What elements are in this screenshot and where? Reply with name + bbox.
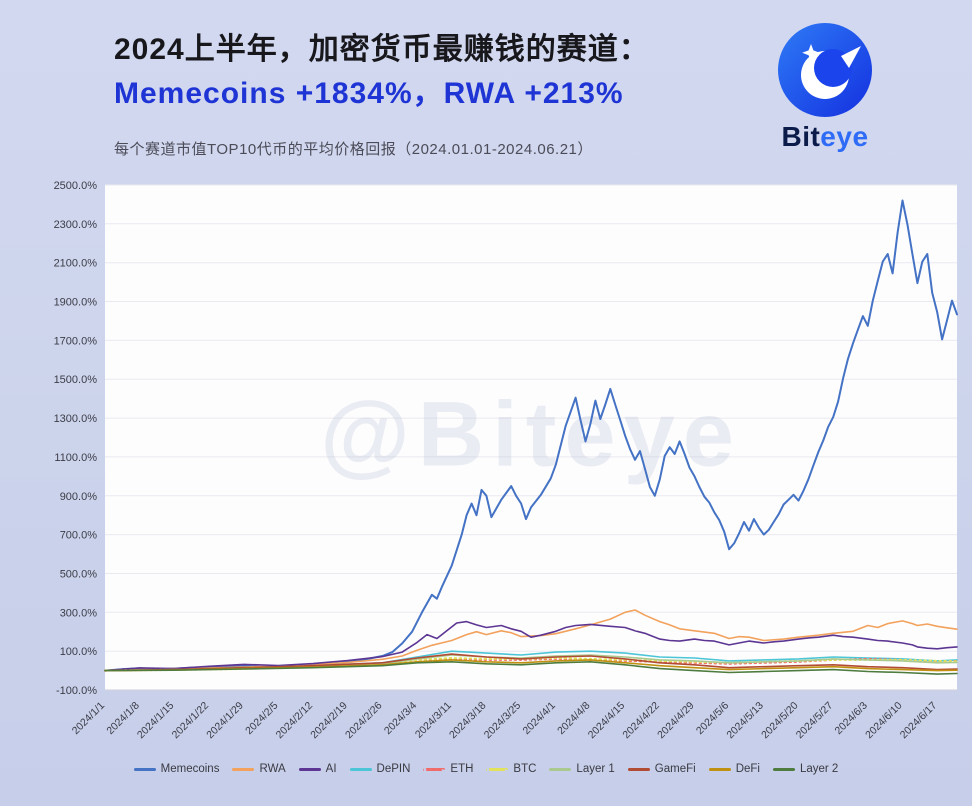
- legend-item-defi: DeFi: [708, 763, 760, 775]
- y-axis-label: 1700.0%: [54, 335, 98, 347]
- legend-label-layer-1: Layer 1: [576, 763, 615, 775]
- watermark: @Biteye: [320, 384, 742, 486]
- legend-label-gamefi: GameFi: [654, 763, 696, 775]
- legend-item-depin: DePIN: [349, 763, 411, 775]
- y-axis-label: 500.0%: [60, 569, 98, 581]
- chart-subtitle: 每个赛道市值TOP10代币的平均价格回报（2024.01.01-2024.06.…: [114, 141, 593, 158]
- legend-item-layer-2: Layer 2: [772, 763, 839, 775]
- legend-label-ai: AI: [325, 763, 337, 775]
- legend-swatch-defi: [708, 767, 731, 771]
- x-axis-label: 2024/1/1: [70, 700, 107, 737]
- series-line-gamefi: [104, 653, 958, 672]
- page-title-line2: Memecoins +1834%，RWA +213%: [114, 77, 624, 110]
- series-line-layer-2: [104, 660, 958, 675]
- legend-swatch-rwa: [232, 767, 255, 771]
- bird-beak-icon: [841, 46, 861, 68]
- biteye-logo: Biteye: [752, 20, 898, 153]
- chart-svg: 2500.0% 2300.0% 2100.0% 1900.0% 1700.0% 1500.…: [54, 180, 958, 742]
- legend-swatch-memecoins: [133, 767, 156, 771]
- y-axis-label: 1500.0%: [54, 374, 98, 386]
- y-axis-label: 100.0%: [60, 646, 98, 658]
- series-line-rwa: [104, 609, 958, 672]
- y-axis-label: 2100.0%: [54, 258, 98, 270]
- x-axis-label: 2024/1/22: [170, 700, 212, 742]
- x-axis-label: 2024/2/19: [308, 700, 350, 742]
- legend-swatch-layer-2: [772, 767, 795, 771]
- legend-item-ai: AI: [298, 763, 337, 775]
- series-line-ai: [104, 620, 958, 672]
- x-axis-label: 2024/4/1: [521, 700, 558, 737]
- y-axis-label: 1300.0%: [54, 413, 98, 425]
- logo-text-eye: eye: [820, 121, 869, 152]
- legend-swatch-depin: [349, 767, 372, 771]
- x-axis-label: 2024/4/22: [620, 700, 662, 742]
- x-axis-label: 2024/5/20: [759, 700, 801, 742]
- legend-item-rwa: RWA: [232, 763, 286, 775]
- y-axis-label: 1900.0%: [54, 297, 98, 309]
- sparkle-icon: [802, 44, 820, 62]
- legend-swatch-eth: [423, 767, 446, 771]
- legend-item-memecoins: Memecoins: [133, 763, 220, 775]
- x-axis-label: 2024/1/15: [135, 700, 177, 742]
- x-axis-label: 2024/4/29: [655, 700, 697, 742]
- y-axis-label: 300.0%: [60, 607, 98, 619]
- logo-wordmark: Biteye: [752, 121, 898, 153]
- x-axis-label: 2024/2/12: [274, 700, 316, 742]
- legend-label-defi: DeFi: [735, 763, 760, 775]
- legend-item-layer-1: Layer 1: [549, 763, 615, 775]
- y-axis-label: -100.0%: [56, 685, 97, 697]
- x-axis-label: 2024/6/17: [898, 700, 940, 742]
- x-axis-label: 2024/3/18: [447, 700, 489, 742]
- legend-swatch-layer-1: [549, 767, 572, 771]
- page-title: 2024上半年，加密货币最赚钱的赛道： Memecoins +1834%，RWA…: [114, 28, 650, 116]
- legend-label-layer-2: Layer 2: [799, 763, 839, 775]
- y-axis-label: 2500.0%: [54, 180, 98, 192]
- x-axis-label: 2024/5/27: [794, 700, 836, 742]
- legend-label-rwa: RWA: [259, 763, 286, 775]
- series-line-memecoins: [104, 199, 958, 672]
- logo-text-bit: Bit: [781, 121, 821, 152]
- legend-swatch-btc: [486, 767, 509, 771]
- legend-label-memecoins: Memecoins: [160, 763, 220, 775]
- x-axis-label: 2024/1/29: [204, 700, 246, 742]
- y-axis-label: 1100.0%: [54, 452, 97, 464]
- legend: Memecoins RWA AI DePIN ETH BTC Layer 1 GameFi De…: [0, 763, 972, 775]
- y-axis-label: 2300.0%: [54, 219, 98, 231]
- page-title-line1: 2024上半年，加密货币最赚钱的赛道：: [114, 33, 650, 66]
- legend-item-eth: ETH: [423, 763, 473, 775]
- legend-label-depin: DePIN: [376, 763, 411, 775]
- x-axis-label: 2024/5/13: [724, 700, 766, 742]
- legend-label-eth: ETH: [450, 763, 474, 775]
- x-axis-label: 2024/2/26: [343, 700, 385, 742]
- legend-swatch-gamefi: [627, 767, 650, 771]
- biteye-bird-icon: [778, 23, 872, 117]
- x-axis-label: 2024/3/25: [482, 700, 524, 742]
- legend-item-btc: BTC: [486, 763, 536, 775]
- legend-item-gamefi: GameFi: [627, 763, 696, 775]
- y-axis-label: 900.0%: [60, 491, 98, 503]
- x-axis-label: 2024/6/10: [863, 700, 905, 742]
- y-axis-label: 700.0%: [60, 530, 98, 542]
- x-axis-label: 2024/4/15: [586, 700, 628, 742]
- plot-area: [105, 185, 957, 690]
- legend-label-btc: BTC: [513, 763, 537, 775]
- legend-swatch-ai: [298, 767, 321, 771]
